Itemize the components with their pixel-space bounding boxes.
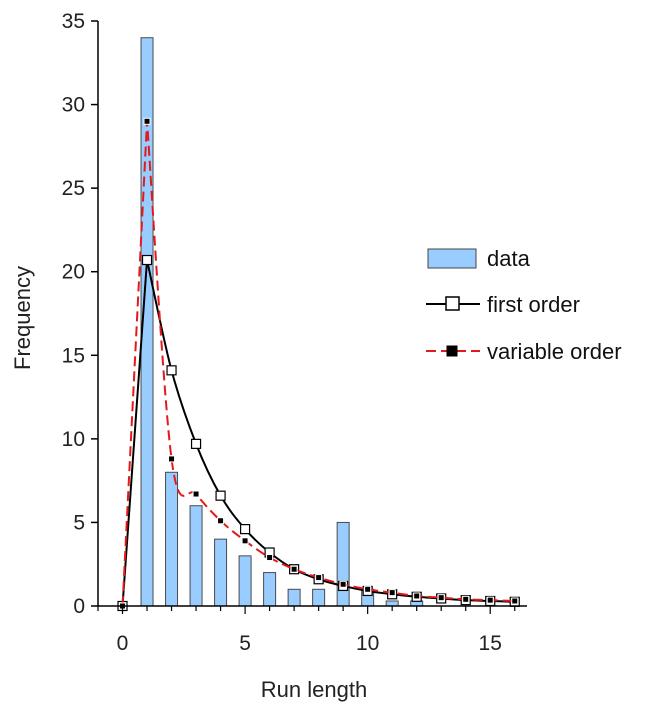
- legend-marker-first-order: [445, 296, 460, 311]
- variable-order-point-11: [388, 589, 396, 597]
- first-order-point-1: [141, 254, 153, 266]
- variable-order-point-14: [462, 595, 470, 603]
- y-tick-label-10: 10: [62, 428, 85, 451]
- variable-order-point-12: [413, 592, 421, 600]
- bar-7: [287, 588, 301, 607]
- first-order-line: [121, 259, 515, 607]
- variable-order-point-1: [143, 117, 151, 125]
- legend-swatch-data: [427, 248, 477, 269]
- y-axis-label: Frequency: [10, 266, 35, 370]
- y-tick-label-15: 15: [62, 344, 85, 367]
- variable-order-point-4: [217, 517, 225, 525]
- y-tick-label-20: 20: [62, 261, 85, 284]
- x-tick-label-15: 15: [479, 632, 502, 655]
- legend-label-variable-order: variable order: [487, 339, 622, 364]
- first-order-point-4: [215, 490, 226, 501]
- bar-6: [263, 572, 277, 607]
- legend-label-data: data: [487, 246, 531, 271]
- variable-order-point-6: [266, 554, 274, 562]
- x-axis-label: Run length: [261, 677, 367, 702]
- variable-order-point-9: [339, 580, 347, 588]
- y-tick-label-30: 30: [62, 94, 85, 117]
- y-tick-label-0: 0: [73, 595, 85, 618]
- first-order-point-2: [166, 365, 177, 376]
- y-tick-label-5: 5: [73, 511, 85, 534]
- x-tick-label-0: 0: [117, 632, 129, 655]
- variable-order-point-8: [315, 574, 323, 582]
- bar-11: [385, 600, 399, 607]
- variable-order-point-7: [290, 565, 298, 573]
- legend-label-first-order: first order: [487, 292, 580, 317]
- variable-order-series: [119, 117, 519, 610]
- first-order-point-3: [190, 438, 202, 449]
- axes: 0 5 10 15 20 25 30 35 0 5 10 15: [62, 10, 527, 655]
- bar-5: [238, 555, 252, 607]
- bar-3: [189, 505, 203, 607]
- variable-order-line: [121, 121, 515, 607]
- bar-4: [214, 538, 228, 607]
- bar-9: [336, 521, 350, 607]
- variable-order-point-10: [364, 585, 372, 593]
- variable-order-point-15: [486, 596, 494, 604]
- variable-order-point-5: [241, 537, 249, 545]
- bar-group: [140, 37, 424, 607]
- legend-marker-variable-order: [446, 345, 458, 357]
- y-tick-label-35: 35: [62, 10, 85, 33]
- first-order-point-5: [239, 524, 251, 535]
- variable-order-point-16: [511, 597, 519, 605]
- bar-2: [165, 471, 179, 607]
- variable-order-point-2: [168, 455, 176, 463]
- y-tick-label-25: 25: [62, 177, 85, 200]
- variable-order-point-13: [437, 594, 445, 602]
- x-tick-label-5: 5: [239, 632, 251, 655]
- legend: data first order variable order: [426, 246, 622, 364]
- variable-order-point-3: [192, 490, 200, 498]
- bar-8: [312, 588, 326, 607]
- x-tick-label-10: 10: [356, 632, 379, 655]
